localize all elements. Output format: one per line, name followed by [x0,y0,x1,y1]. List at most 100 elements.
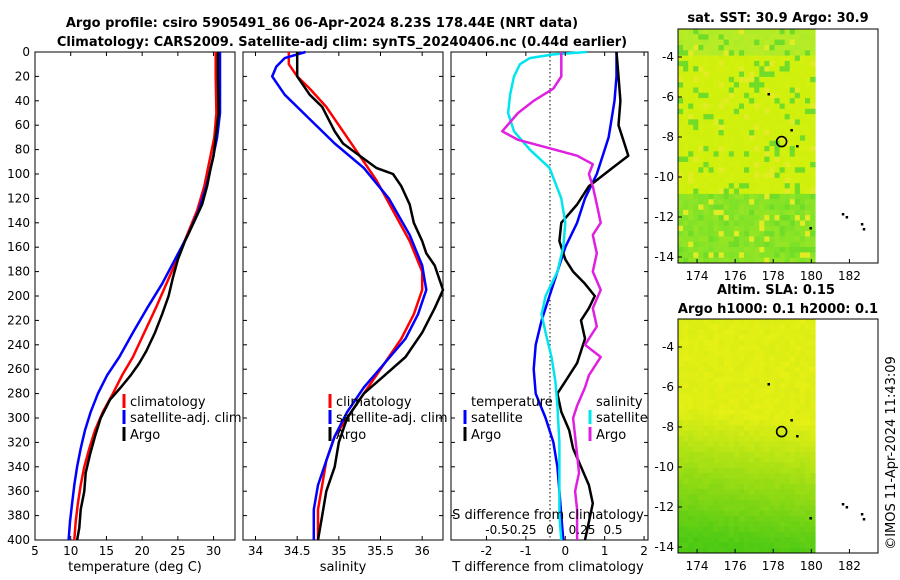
map-cell [718,124,725,131]
map-cell [739,489,745,495]
map-cell [799,188,806,195]
map-cell [713,494,720,501]
map-cell [708,231,714,237]
map-cell [799,167,806,173]
map-cell [810,241,816,248]
map-cell [683,183,689,189]
map-cell [703,441,709,447]
map-cell [774,231,780,237]
map-cell [688,45,694,51]
map-cell [683,66,689,72]
map-cell [718,199,725,205]
map-cell [764,257,770,264]
map-cell [759,510,765,517]
map-cell [789,199,796,205]
map-cell [779,483,786,490]
map-cell [723,76,730,83]
map-cell [693,319,699,325]
map-cell [749,209,755,216]
map-cell [764,510,770,517]
map-cell [739,382,745,389]
map-cell [678,55,684,62]
map-cell [698,167,704,173]
map-cell [794,340,801,346]
map-cell [688,39,694,46]
map-cell [789,220,796,227]
map-cell [713,220,720,227]
map-cell [805,324,811,330]
map-cell [764,388,770,394]
map-cell [774,377,780,384]
map-cell [739,124,745,131]
map-cell [754,151,760,157]
map-cell [774,188,780,195]
map-cell [769,446,775,453]
map-cell [805,247,811,253]
map-cell [703,66,709,72]
map-cell [698,177,704,184]
map-cell [703,98,709,104]
map-cell [784,521,791,527]
map-cell [693,542,699,549]
map-cell [774,177,780,184]
map-cell [733,220,740,227]
map-cell [733,425,740,432]
map-cell [769,252,775,259]
map-cell [688,204,694,211]
map-cell [789,135,796,142]
map-cell [754,531,760,538]
map-cell [769,29,775,35]
map-cell [794,420,801,426]
map-cell [799,361,806,368]
map-cell [739,404,745,410]
map-cell [744,236,750,243]
map-cell [774,66,780,72]
map-cell [703,473,709,479]
map-cell [779,225,786,232]
map-cell [744,483,750,490]
map-cell [789,119,796,126]
map-cell [718,531,725,538]
map-cell [718,146,725,152]
map-cell [759,124,765,131]
map-cell [693,215,699,221]
map-cell [718,404,725,410]
map-cell [754,124,760,131]
map-cell [698,430,704,437]
map-cell [713,257,720,264]
map-cell [744,366,750,373]
map-cell [784,71,791,78]
y-tick-label: -8 [662,420,674,434]
map-cell [683,135,689,142]
map-cell [733,489,740,495]
map-cell [723,103,730,110]
map-cell [774,146,780,152]
y-tick-label: 100 [7,167,30,181]
map-cell [713,350,720,357]
map-cell [799,521,806,527]
map-cell [769,350,775,357]
map-cell [789,547,796,554]
map-cell [764,436,770,442]
map-cell [784,114,791,120]
map-cell [805,489,811,495]
map-cell [784,489,791,495]
map-cell [784,135,791,142]
map-cell [708,209,714,216]
map-cell [723,50,730,56]
map-cell [805,188,811,195]
s-tick-label: 0.5 [603,523,622,537]
map-cell [693,420,699,426]
map-cell [799,247,806,253]
map-cell [678,177,684,184]
map-cell [723,204,730,211]
map-cell [789,130,796,136]
map-cell [733,531,740,538]
map-cell [708,457,714,463]
map-cell [789,45,796,51]
map-cell [693,345,699,352]
map-cell [794,204,801,211]
map-cell [739,420,745,426]
map-cell [799,542,806,549]
map-cell [698,82,704,88]
